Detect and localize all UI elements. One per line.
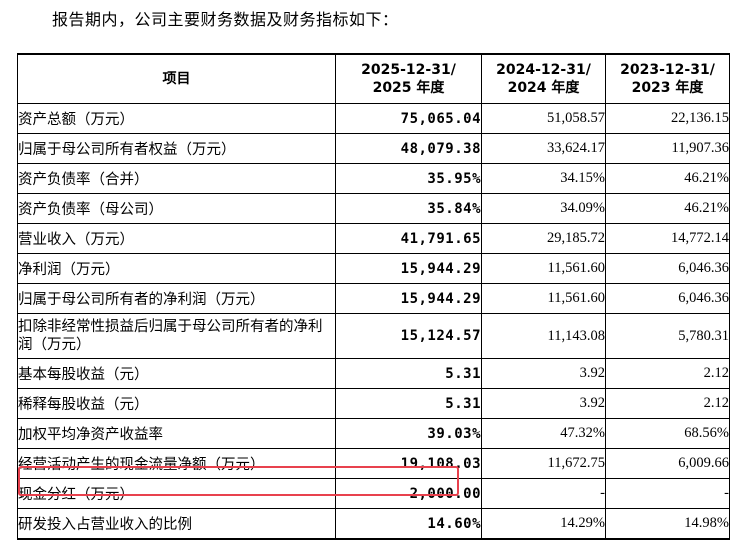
value-2023: 11,907.36 xyxy=(605,133,730,164)
value-2024: - xyxy=(481,478,606,509)
header-2024-date: 2024-12-31/ xyxy=(496,62,591,78)
value-2023: 6,009.66 xyxy=(605,448,730,479)
value-2023: 68.56% xyxy=(605,418,730,449)
value-2024: 47.32% xyxy=(481,418,606,449)
value-2023: 6,046.36 xyxy=(605,253,730,284)
header-2023-date: 2023-12-31/ xyxy=(620,62,715,78)
value-2024: 51,058.57 xyxy=(481,103,606,134)
header-2025-year: 2025 年度 xyxy=(372,80,445,96)
table-row: 资产总额（万元） 75,065.04 51,058.57 22,136.15 xyxy=(17,103,730,134)
value-2025: 15,944.29 xyxy=(335,283,482,314)
value-2025: 5.31 xyxy=(335,358,482,389)
financial-table: 项目 2025-12-31/ 2025 年度 2024-12-31/ 2024 … xyxy=(17,53,730,540)
table-row: 资产负债率（母公司） 35.84% 34.09% 46.21% xyxy=(17,193,730,224)
value-2023: 46.21% xyxy=(605,163,730,194)
row-label: 研发投入占营业收入的比例 xyxy=(17,508,336,540)
value-2025: 14.60% xyxy=(335,508,482,540)
value-2024: 14.29% xyxy=(481,508,606,540)
row-label: 基本每股收益（元） xyxy=(17,358,336,389)
table-row: 经营活动产生的现金流量净额（万元） 19,108.03 11,672.75 6,… xyxy=(17,448,730,479)
value-2025: 15,124.57 xyxy=(335,313,482,359)
table-row: 归属于母公司所有者权益（万元） 48,079.38 33,624.17 11,9… xyxy=(17,133,730,164)
value-2025: 15,944.29 xyxy=(335,253,482,284)
value-2024: 11,143.08 xyxy=(481,313,606,359)
value-2024: 11,672.75 xyxy=(481,448,606,479)
value-2024: 34.09% xyxy=(481,193,606,224)
value-2025: 75,065.04 xyxy=(335,103,482,134)
value-2023: - xyxy=(605,478,730,509)
intro-text: 报告期内，公司主要财务数据及财务指标如下： xyxy=(52,10,399,29)
table-row: 稀释每股收益（元） 5.31 3.92 2.12 xyxy=(17,388,730,419)
value-2023: 2.12 xyxy=(605,388,730,419)
header-item: 项目 xyxy=(17,53,336,104)
value-2025: 19,108.03 xyxy=(335,448,482,479)
row-label: 归属于母公司所有者权益（万元） xyxy=(17,133,336,164)
table-row: 营业收入（万元） 41,791.65 29,185.72 14,772.14 xyxy=(17,223,730,254)
value-2025: 35.84% xyxy=(335,193,482,224)
value-2023: 14.98% xyxy=(605,508,730,540)
table-row-cash-dividend: 现金分红（万元） 2,000.00 - - xyxy=(17,478,730,509)
row-label: 资产总额（万元） xyxy=(17,103,336,134)
value-2024: 11,561.60 xyxy=(481,253,606,284)
row-label: 营业收入（万元） xyxy=(17,223,336,254)
value-2025: 2,000.00 xyxy=(335,478,482,509)
table-row: 净利润（万元） 15,944.29 11,561.60 6,046.36 xyxy=(17,253,730,284)
header-2023: 2023-12-31/ 2023 年度 xyxy=(605,53,730,104)
header-2024: 2024-12-31/ 2024 年度 xyxy=(481,53,606,104)
value-2023: 6,046.36 xyxy=(605,283,730,314)
header-2023-year: 2023 年度 xyxy=(631,80,704,96)
row-label: 经营活动产生的现金流量净额（万元） xyxy=(17,448,336,479)
value-2024: 33,624.17 xyxy=(481,133,606,164)
row-label: 加权平均净资产收益率 xyxy=(17,418,336,449)
value-2025: 35.95% xyxy=(335,163,482,194)
header-2025-date: 2025-12-31/ xyxy=(361,62,456,78)
row-label: 现金分红（万元） xyxy=(17,478,336,509)
table-row: 扣除非经常性损益后归属于母公司所有者的净利润（万元） 15,124.57 11,… xyxy=(17,313,730,359)
row-label: 资产负债率（合并） xyxy=(17,163,336,194)
row-label: 稀释每股收益（元） xyxy=(17,388,336,419)
table-row: 基本每股收益（元） 5.31 3.92 2.12 xyxy=(17,358,730,389)
value-2024: 3.92 xyxy=(481,388,606,419)
value-2025: 5.31 xyxy=(335,388,482,419)
value-2023: 14,772.14 xyxy=(605,223,730,254)
row-label: 扣除非经常性损益后归属于母公司所有者的净利润（万元） xyxy=(17,313,336,359)
value-2023: 2.12 xyxy=(605,358,730,389)
row-label: 资产负债率（母公司） xyxy=(17,193,336,224)
table-row: 研发投入占营业收入的比例 14.60% 14.29% 14.98% xyxy=(17,508,730,540)
value-2025: 39.03% xyxy=(335,418,482,449)
value-2025: 48,079.38 xyxy=(335,133,482,164)
table-header-row: 项目 2025-12-31/ 2025 年度 2024-12-31/ 2024 … xyxy=(17,53,730,104)
value-2024: 29,185.72 xyxy=(481,223,606,254)
value-2024: 11,561.60 xyxy=(481,283,606,314)
value-2024: 3.92 xyxy=(481,358,606,389)
table-row: 加权平均净资产收益率 39.03% 47.32% 68.56% xyxy=(17,418,730,449)
header-2025: 2025-12-31/ 2025 年度 xyxy=(335,53,482,104)
header-2024-year: 2024 年度 xyxy=(507,80,580,96)
value-2025: 41,791.65 xyxy=(335,223,482,254)
value-2023: 5,780.31 xyxy=(605,313,730,359)
value-2023: 22,136.15 xyxy=(605,103,730,134)
row-label: 净利润（万元） xyxy=(17,253,336,284)
value-2024: 34.15% xyxy=(481,163,606,194)
table-row: 归属于母公司所有者的净利润（万元） 15,944.29 11,561.60 6,… xyxy=(17,283,730,314)
row-label: 归属于母公司所有者的净利润（万元） xyxy=(17,283,336,314)
value-2023: 46.21% xyxy=(605,193,730,224)
table-row: 资产负债率（合并） 35.95% 34.15% 46.21% xyxy=(17,163,730,194)
